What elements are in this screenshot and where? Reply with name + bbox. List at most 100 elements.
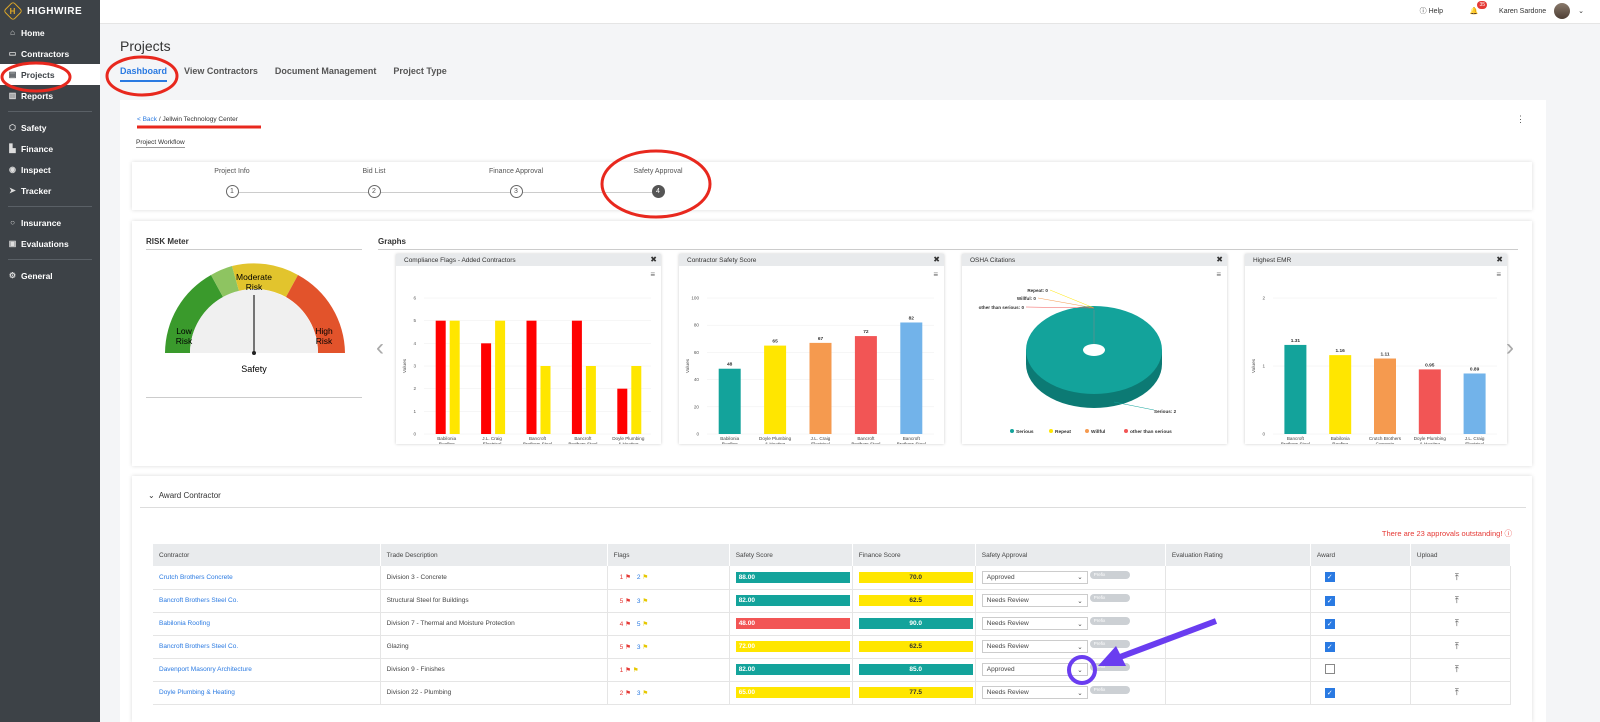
red-flag-count[interactable]: 5 ⚑ xyxy=(619,643,631,651)
column-header[interactable]: Finance Score xyxy=(852,544,976,566)
award-checkbox[interactable]: ✓ xyxy=(1324,687,1335,698)
expand-icon[interactable]: ✖ xyxy=(1496,255,1503,264)
expand-icon[interactable]: ✖ xyxy=(650,255,657,264)
avatar[interactable] xyxy=(1554,3,1571,19)
safety-approval-select[interactable]: Approved ⌄ xyxy=(981,570,1088,584)
safety-approval-select[interactable]: Needs Review ⌄ xyxy=(981,594,1088,607)
data-label: 1.31 xyxy=(1291,338,1301,344)
step-project-info[interactable]: Project Info 1 xyxy=(172,168,292,198)
user-name[interactable]: Karen Sardone xyxy=(1499,7,1547,15)
sidebar-item-tracker[interactable]: ➤ Tracker xyxy=(0,180,100,201)
red-flag-count[interactable]: 2 ⚑ xyxy=(619,689,631,697)
upload-icon[interactable]: ⤒ xyxy=(1454,687,1459,697)
chart-menu-icon[interactable]: ≡ xyxy=(1496,270,1501,279)
prefix-toggle[interactable]: Prefix xyxy=(1089,640,1130,648)
chart-menu-icon[interactable]: ≡ xyxy=(933,270,938,279)
contractor-link[interactable]: Crutch Brothers Concrete xyxy=(153,566,381,590)
red-flag-count[interactable]: 4 ⚑ xyxy=(619,620,631,628)
stepper-line xyxy=(232,192,658,193)
column-header[interactable]: Flags xyxy=(607,544,730,566)
upload-icon[interactable]: ⤒ xyxy=(1454,595,1459,605)
sidebar-item-home[interactable]: ⌂ Home xyxy=(0,22,100,43)
prefix-toggle[interactable]: Prefix xyxy=(1089,617,1130,625)
sidebar-item-contractors[interactable]: ▭ Contractors xyxy=(0,43,100,64)
safety-approval-select[interactable]: Approved ⌄ xyxy=(981,663,1088,676)
prefix-toggle[interactable]: Prefix xyxy=(1089,686,1130,694)
step-safety-approval[interactable]: Safety Approval 4 xyxy=(598,168,718,198)
column-header[interactable]: Award xyxy=(1310,544,1411,566)
sidebar-item-general[interactable]: ⚙ General xyxy=(0,265,100,286)
chart-menu-icon[interactable]: ≡ xyxy=(1216,270,1221,279)
column-header[interactable]: Trade Description xyxy=(380,544,608,566)
notifications-bell-icon[interactable]: 🔔 35 xyxy=(1469,1,1488,15)
data-label: 0.89 xyxy=(1470,366,1480,372)
chevron-right-icon[interactable]: › xyxy=(1506,334,1514,361)
tab-document-management[interactable]: Document Management xyxy=(274,66,377,76)
award-contractor-toggle[interactable]: ⌄ Award Contractor xyxy=(148,491,221,500)
sidebar-item-label: Safety xyxy=(21,122,47,133)
yellow-flag-count[interactable]: 5 ⚑ xyxy=(636,620,649,628)
contractor-link[interactable]: Babilonia Roofing xyxy=(153,612,381,636)
yellow-flag-count[interactable]: 3 ⚑ xyxy=(636,689,649,697)
upload-icon[interactable]: ⤒ xyxy=(1454,571,1459,582)
red-flag-count[interactable]: 1 ⚑ xyxy=(619,574,631,582)
table-row: Bancroft Brothers Steel Co. Structural St… xyxy=(153,589,1512,613)
safety-approval-select[interactable]: Needs Review ⌄ xyxy=(981,640,1088,653)
award-checkbox[interactable]: ✓ xyxy=(1324,641,1335,652)
tab-project-type[interactable]: Project Type xyxy=(393,66,447,76)
sidebar-item-projects[interactable]: ▤ Projects xyxy=(0,64,100,85)
tab-view-contractors[interactable]: View Contractors xyxy=(184,66,258,76)
safety-approval-select[interactable]: Needs Review ⌄ xyxy=(981,617,1088,630)
sidebar-item-evaluations[interactable]: ▣ Evaluations xyxy=(0,233,100,254)
expand-icon[interactable]: ✖ xyxy=(1216,255,1223,264)
sidebar-item-finance[interactable]: ▙ Finance xyxy=(0,138,100,159)
upload-icon[interactable]: ⤒ xyxy=(1454,618,1459,628)
award-checkbox[interactable]: ✓ xyxy=(1324,572,1335,583)
prefix-toggle[interactable]: Prefix xyxy=(1089,570,1130,579)
reports-icon: ▥ xyxy=(8,91,17,100)
yellow-flag-count[interactable]: 2 ⚑ xyxy=(636,574,649,582)
chart-menu-icon[interactable]: ≡ xyxy=(650,270,655,279)
expand-icon[interactable]: ✖ xyxy=(933,255,940,264)
red-flag-count[interactable]: 5 ⚑ xyxy=(619,597,631,605)
yellow-flag-count[interactable]: 3 ⚑ xyxy=(636,597,649,605)
column-header[interactable]: Safety Score xyxy=(729,544,853,566)
safety-approval-select[interactable]: Needs Review ⌄ xyxy=(981,686,1088,699)
flags-cell: 5 ⚑ 3 ⚑ xyxy=(607,635,730,659)
chevron-down-icon[interactable]: ⌄ xyxy=(1578,8,1584,15)
award-checkbox[interactable]: ✓ xyxy=(1324,595,1335,606)
contractor-link[interactable]: Bancroft Brothers Steel Co. xyxy=(153,635,381,659)
upload-icon[interactable]: ⤒ xyxy=(1454,664,1459,674)
back-link[interactable]: < Back xyxy=(137,116,158,123)
award-checkbox[interactable] xyxy=(1324,663,1335,674)
bar xyxy=(617,388,628,434)
yellow-flag-count[interactable]: 3 ⚑ xyxy=(636,643,649,651)
finance-score-cell: 62.5 xyxy=(852,589,976,613)
step-finance-approval[interactable]: Finance Approval 3 xyxy=(456,168,576,198)
column-header[interactable]: Safety Approval xyxy=(975,544,1166,566)
nav-separator xyxy=(8,111,92,112)
red-flag-count[interactable]: 1 ⚑ xyxy=(619,666,631,674)
sidebar-item-insurance[interactable]: ○ Insurance xyxy=(0,212,100,233)
more-options-icon[interactable]: ⋮ xyxy=(1516,114,1525,124)
column-header[interactable]: Upload xyxy=(1410,544,1512,566)
prefix-toggle[interactable]: Prefix xyxy=(1089,663,1130,671)
award-checkbox[interactable]: ✓ xyxy=(1324,618,1335,629)
tab-dashboard[interactable]: Dashboard xyxy=(120,66,168,82)
sidebar-item-safety[interactable]: ⬡ Safety xyxy=(0,117,100,138)
column-header[interactable]: Contractor xyxy=(153,544,381,566)
column-header[interactable]: Evaluation Rating xyxy=(1165,544,1311,566)
contractor-link[interactable]: Davenport Masonry Architecture xyxy=(153,658,381,682)
finance-score-cell: 70.0 xyxy=(852,566,976,590)
upload-icon[interactable]: ⤒ xyxy=(1454,641,1459,651)
prefix-toggle[interactable]: Prefix xyxy=(1089,594,1130,602)
step-bid-list[interactable]: Bid List 2 xyxy=(314,168,434,198)
sidebar-item-inspect[interactable]: ◉ Inspect xyxy=(0,159,100,180)
contractor-link[interactable]: Bancroft Brothers Steel Co. xyxy=(153,589,381,613)
contractor-link[interactable]: Doyle Plumbing & Heating xyxy=(153,681,381,705)
sidebar-item-reports[interactable]: ▥ Reports xyxy=(0,85,100,106)
app-logo[interactable]: H HIGHWIRE xyxy=(0,0,100,22)
help-link[interactable]: ⓘ Help xyxy=(1419,8,1444,15)
chevron-left-icon[interactable]: ‹ xyxy=(376,334,384,361)
safety-score-bar: 82.00 xyxy=(735,595,850,606)
